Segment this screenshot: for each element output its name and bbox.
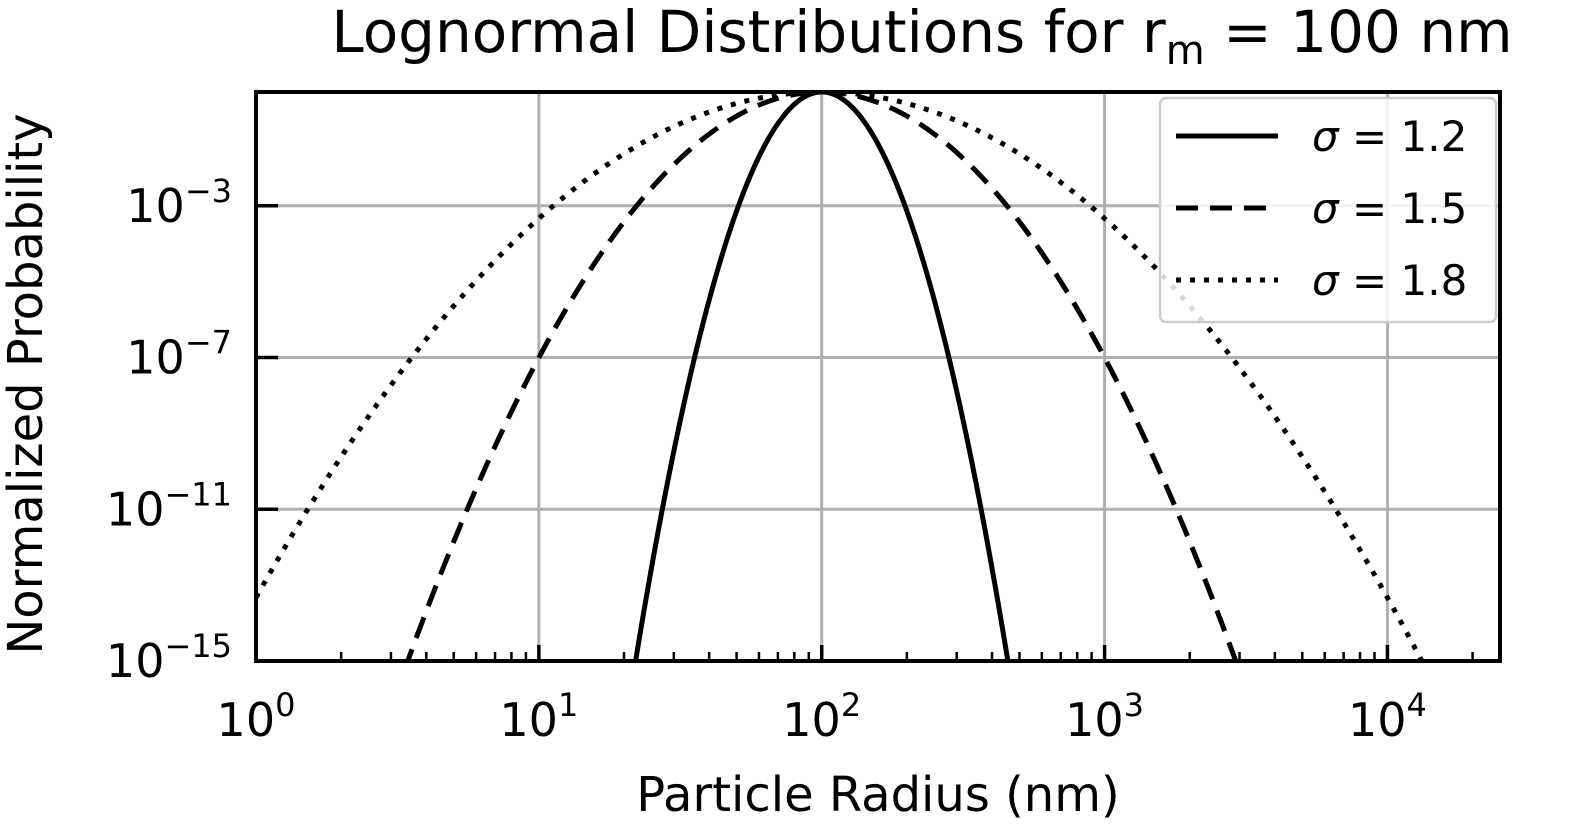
legend-label-value: = 1.5	[1339, 184, 1468, 233]
chart-title: Lognormal Distributions for rm = 100 nm	[331, 0, 1512, 74]
legend: σ = 1.2σ = 1.5σ = 1.8	[1158, 96, 1498, 324]
series-line-sigma-1-2	[633, 92, 1011, 661]
y-tick-label: 10−11	[106, 475, 232, 536]
x-tick-label: 102	[782, 686, 861, 747]
legend-box	[1158, 96, 1498, 324]
x-tick-label: 101	[499, 686, 578, 747]
legend-label-symbol: σ	[1312, 112, 1340, 161]
legend-label-value: = 1.2	[1339, 112, 1468, 161]
plot-frame	[254, 90, 1502, 663]
legend-label-symbol: σ	[1312, 184, 1340, 233]
legend-label: σ = 1.8	[1312, 256, 1467, 305]
x-tick-label: 103	[1065, 686, 1144, 747]
x-tick-label-exponent: 1	[558, 686, 578, 724]
x-tick-label-base: 10	[499, 693, 558, 747]
y-tick-label-base: 10	[126, 179, 185, 233]
series-line-sigma-1-8	[256, 92, 1425, 661]
y-tick-label: 10−15	[106, 627, 232, 688]
chart-title-subscript: m	[1166, 28, 1205, 74]
y-tick-label-exponent: −15	[164, 627, 232, 665]
chart-title-prefix: Lognormal Distributions for r	[331, 0, 1165, 66]
y-tick-label-exponent: −7	[185, 324, 232, 362]
x-tick-label-exponent: 2	[841, 686, 861, 724]
y-axis-label: Normalized Probability	[0, 113, 54, 654]
x-tick-label-exponent: 0	[275, 686, 295, 724]
y-tick-label: 10−3	[126, 172, 232, 233]
x-tick-label-base: 10	[1065, 693, 1124, 747]
legend-label-value: = 1.8	[1339, 256, 1468, 305]
x-tick-label-exponent: 4	[1407, 686, 1427, 724]
y-tick-label-exponent: −3	[185, 172, 232, 210]
x-tick-label-exponent: 3	[1124, 686, 1144, 724]
x-tick-label: 100	[217, 686, 296, 747]
legend-label: σ = 1.2	[1312, 112, 1467, 161]
series-line-sigma-1-5	[405, 92, 1239, 661]
legend-label-symbol: σ	[1312, 256, 1340, 305]
x-axis-label: Particle Radius (nm)	[636, 767, 1119, 823]
y-tick-label: 10−7	[126, 324, 232, 385]
y-tick-label-exponent: −11	[164, 475, 232, 513]
x-tick-label-base: 10	[782, 693, 841, 747]
chart-title-suffix: = 100 nm	[1205, 0, 1513, 66]
legend-label: σ = 1.5	[1312, 184, 1467, 233]
y-tick-label-base: 10	[106, 482, 165, 536]
x-tick-labels: 100 101 102 103 104	[217, 686, 1427, 747]
x-tick-label-base: 10	[1348, 693, 1407, 747]
y-tick-label-base: 10	[106, 634, 165, 688]
x-tick-label-base: 10	[217, 693, 276, 747]
series-group	[256, 92, 1425, 661]
x-tick-label: 104	[1348, 686, 1427, 747]
y-tick-label-base: 10	[126, 331, 185, 385]
